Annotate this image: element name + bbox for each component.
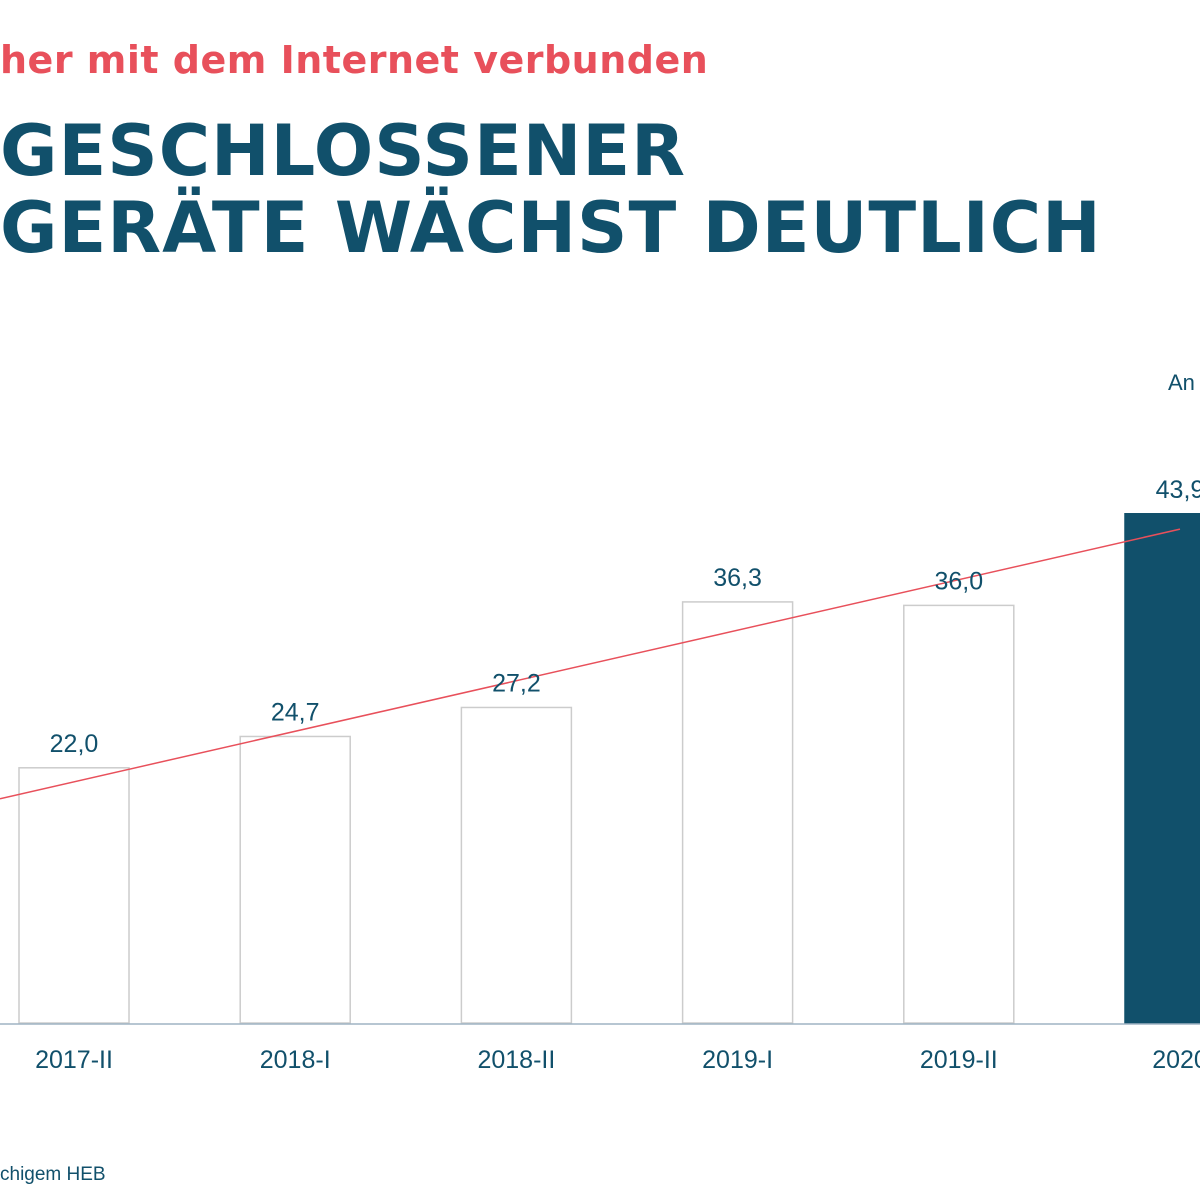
bar-2019-ii [903,604,1015,1024]
bar-2019-i [681,601,794,1024]
bar-2020 [1124,513,1200,1024]
x-tick-labels-layer: 2017-II 2018-I 2018-II 2019-I 2019-II 2020 [35,1046,1200,1074]
bars-layer [18,513,1200,1024]
trend-line [0,528,1181,800]
value-label-2017-ii: 22,0 [50,730,99,758]
value-label-2018-ii: 27,2 [492,669,541,697]
bar-2018-i [239,735,351,1024]
x-tick-2018-ii: 2018-II [477,1046,555,1074]
value-label-2019-i: 36,3 [713,564,762,592]
value-label-2019-ii: 36,0 [934,567,983,595]
x-tick-2018-i: 2018-I [260,1046,331,1074]
value-labels-layer: 22,0 24,7 27,2 36,3 36,0 43,9 [50,476,1200,758]
slide-subtitle: her mit dem Internet verbunden [0,38,709,82]
slide-title-line-1: GESCHLOSSENER [0,110,687,192]
x-tick-2019-i: 2019-I [702,1046,773,1074]
chart-annotation: An [1168,370,1195,395]
x-tick-2019-ii: 2019-II [920,1046,998,1074]
x-tick-2017-ii: 2017-II [35,1046,113,1074]
bar-2017-ii [18,767,130,1024]
slide-title-line-2: GERÄTE WÄCHST DEUTLICH [0,187,1102,269]
value-label-2020: 43,9 [1156,476,1200,504]
x-tick-2020: 2020 [1152,1046,1200,1074]
source-note: chigem HEB [0,1164,106,1185]
value-label-2018-i: 24,7 [271,698,320,726]
bar-2018-ii [460,706,573,1024]
